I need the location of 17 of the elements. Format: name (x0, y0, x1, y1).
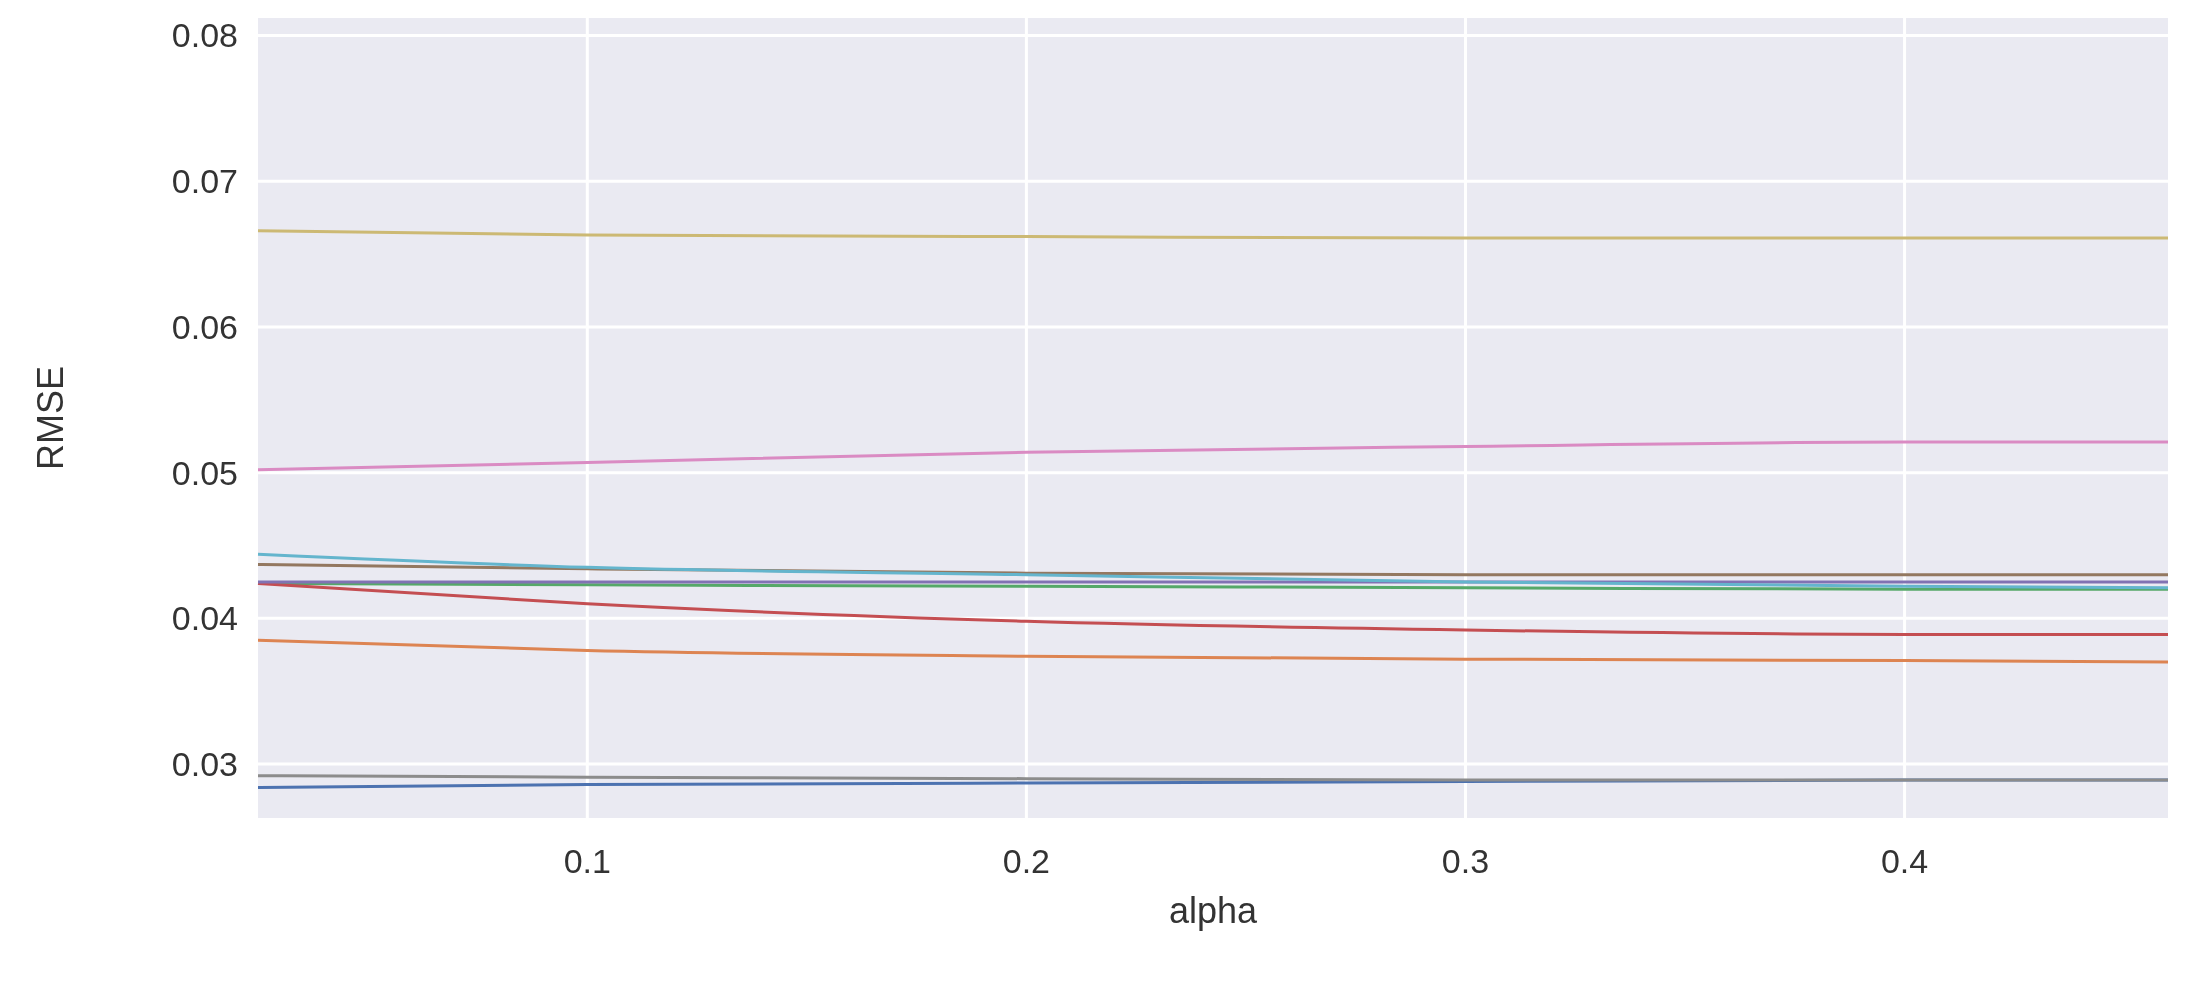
y-tick-label: 0.06 (171, 307, 238, 346)
x-tick-label: 0.3 (1441, 842, 1490, 880)
y-tick-label: 0.07 (171, 162, 238, 201)
line-series (256, 440, 2170, 472)
line-series (256, 581, 2170, 636)
line-series (256, 638, 2170, 664)
x-tick-label: 0.2 (1002, 842, 1051, 880)
line-series (256, 229, 2170, 240)
y-tick-label: 0.08 (171, 16, 238, 55)
y-axis-title: RMSE (30, 365, 71, 471)
y-tick-label: 0.04 (171, 599, 238, 638)
line-series (256, 552, 2170, 590)
y-tick-label: 0.03 (171, 744, 238, 783)
x-tick-label: 0.4 (1880, 842, 1929, 880)
x-axis-title: alpha (1168, 890, 1259, 931)
y-tick-label: 0.05 (171, 453, 238, 492)
x-tick-label: 0.1 (563, 842, 611, 880)
